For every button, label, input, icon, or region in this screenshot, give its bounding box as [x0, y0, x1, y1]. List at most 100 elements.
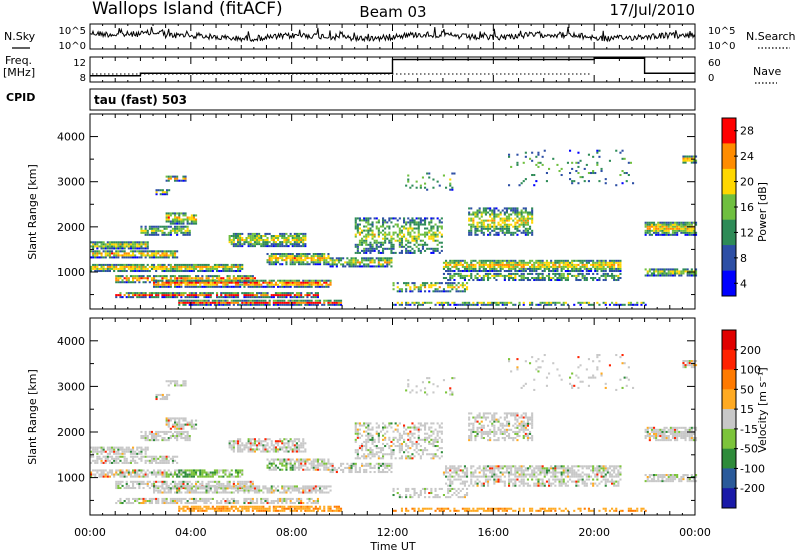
power-cell [413, 235, 416, 238]
power-cell [424, 235, 427, 238]
power-cell [285, 292, 288, 295]
power-cell [121, 245, 124, 248]
power-cell [211, 275, 214, 278]
power-cell [667, 272, 670, 275]
power-cell [474, 231, 477, 234]
velocity-cell [132, 450, 135, 453]
power-cell [373, 239, 376, 242]
power-cell [211, 277, 214, 280]
power-cell [438, 301, 441, 304]
power-cell [298, 303, 301, 306]
power-cell [520, 267, 523, 270]
power-cell [554, 263, 557, 266]
power-cell [272, 241, 275, 244]
power-cell [90, 270, 93, 273]
power-cell [560, 279, 563, 282]
velocity-cell [136, 446, 139, 449]
power-cell [169, 254, 172, 257]
power-cell [432, 237, 435, 240]
power-cell [505, 259, 508, 262]
power-cell [522, 265, 525, 268]
velocity-cell [140, 448, 143, 451]
power-cell [508, 215, 511, 218]
power-cell [153, 292, 156, 295]
power-cell [260, 283, 263, 286]
velocity-cell [150, 455, 153, 458]
power-cell [285, 232, 288, 235]
power-cell [136, 245, 139, 248]
power-cell [695, 272, 698, 275]
power-cell [180, 231, 183, 234]
power-cell [503, 270, 506, 273]
power-cell [237, 292, 240, 295]
power-cell [552, 263, 555, 266]
power-cell [188, 303, 191, 306]
power-cell [209, 296, 212, 299]
power-cell [508, 261, 511, 264]
power-cell [285, 294, 288, 297]
velocity-cell [195, 469, 198, 472]
power-cell [663, 231, 666, 234]
power-cell [295, 292, 298, 295]
power-cell [529, 225, 532, 228]
power-cell [516, 221, 519, 224]
power-cell [117, 263, 120, 266]
power-cell [552, 270, 555, 273]
power-cell [153, 233, 156, 236]
velocity-cell [106, 471, 109, 474]
power-cell [394, 239, 397, 242]
power-cell [438, 184, 441, 187]
power-cell [178, 267, 181, 270]
power-cell [424, 301, 427, 304]
power-cell [159, 229, 162, 232]
velocity-cell [90, 461, 93, 464]
power-cell [264, 281, 267, 284]
power-cell [331, 303, 334, 306]
velocity-cell [119, 448, 122, 451]
velocity-cell [115, 446, 118, 449]
power-cell [300, 283, 303, 286]
power-cell [400, 235, 403, 238]
power-cell [430, 219, 433, 222]
power-cell [138, 247, 141, 250]
velocity-cell [111, 473, 114, 476]
power-cell [613, 279, 616, 282]
power-cell [409, 235, 412, 238]
power-cell [617, 261, 620, 264]
power-cell [665, 223, 668, 226]
power-cell [268, 283, 271, 286]
power-cell [611, 263, 614, 266]
velocity-cell [163, 457, 166, 460]
velocity-cell [201, 469, 204, 472]
power-cell [182, 265, 185, 268]
power-cell [684, 221, 687, 224]
power-cell [199, 267, 202, 270]
power-cell [661, 223, 664, 226]
power-cell [665, 221, 668, 224]
power-cell [287, 237, 290, 240]
power-cell [373, 265, 376, 268]
power-cell [440, 233, 443, 236]
power-cell [121, 241, 124, 244]
power-cell [283, 303, 286, 306]
power-cell [136, 256, 139, 259]
power-cell [304, 294, 307, 297]
power-cell [417, 286, 420, 289]
power-cell [676, 231, 679, 234]
velocity-cell [113, 461, 116, 464]
power-cell [295, 261, 298, 264]
power-cell [140, 229, 143, 232]
power-cell [575, 270, 578, 273]
power-cell [358, 261, 361, 264]
power-cell [260, 235, 263, 238]
power-cell [468, 207, 471, 210]
power-cell [585, 267, 588, 270]
power-cell [390, 237, 393, 240]
power-cell [260, 299, 263, 302]
power-cell [228, 292, 231, 295]
power-cell [459, 290, 462, 293]
power-cell [472, 259, 475, 262]
power-cell [245, 275, 248, 278]
power-cell [102, 247, 105, 250]
power-cell [384, 233, 387, 236]
